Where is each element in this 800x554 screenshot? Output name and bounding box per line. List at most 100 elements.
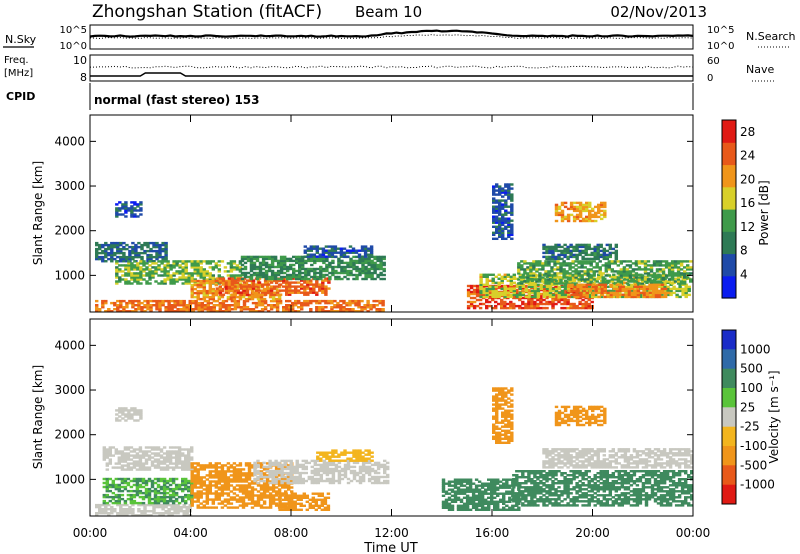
heat-cell [559,272,563,275]
heat-cell [211,287,216,291]
heat-cell [533,293,538,297]
heat-cell [367,255,371,259]
heat-cell [139,276,143,279]
heat-cell [129,489,134,493]
heat-cell [247,490,252,493]
heat-cell [187,276,191,279]
heat-cell [229,270,234,273]
heat-cell [184,278,188,281]
heat-cell [588,215,592,219]
heat-cell [591,283,595,287]
heat-cell [161,508,165,511]
heat-cell [349,269,353,273]
heat-cell [545,287,550,291]
heat-cell [333,304,337,307]
heat-cell [578,215,583,219]
heat-cell [521,288,525,292]
heat-cell [569,207,574,211]
heat-cell [275,291,280,294]
heat-cell [288,287,292,290]
heat-cell [144,483,149,487]
heat-cell [95,255,99,259]
heat-cell [587,298,591,302]
heat-cell [102,458,107,461]
heat-cell [588,219,592,223]
heat-cell [284,484,288,487]
heat-cell [343,275,347,279]
heat-cell [128,301,132,305]
heat-cell [135,501,140,505]
heat-cell [205,272,210,275]
heat-cell [102,493,107,497]
heat-cell [224,306,229,309]
heat-cell [239,310,244,313]
heat-cell [166,272,170,275]
heat-cell [330,306,334,309]
heat-cell [223,488,228,491]
heat-cell [307,271,311,275]
heat-cell [123,460,128,463]
heat-cell [95,251,99,255]
heat-cell [264,271,269,275]
heat-cell [163,268,167,271]
heat-cell [185,310,189,313]
heat-cell [494,295,498,299]
heat-cell [279,269,284,273]
heat-cell [547,272,551,275]
heat-cell [190,293,194,297]
heat-cell [262,500,267,503]
heat-cell [127,209,131,212]
heat-cell [152,241,156,245]
heat-cell [143,299,147,303]
heat-cell [557,245,561,249]
heat-cell [230,283,235,286]
heat-cell [669,289,673,293]
heat-cell [214,474,219,477]
heat-cell [190,490,194,493]
heat-cell [301,259,305,263]
heat-cell [253,494,258,497]
heat-cell [138,462,143,465]
heat-cell [637,278,642,281]
heat-cell [333,251,338,254]
heat-cell [321,253,326,256]
heat-cell [479,277,483,281]
heat-cell [281,502,285,505]
heat-cell [554,283,559,287]
heat-cell [256,496,261,499]
heat-cell [600,293,604,297]
heat-cell [554,298,558,302]
heat-cell [142,278,146,281]
heat-cell [190,448,194,451]
heat-cell [174,491,179,495]
heat-cell [128,257,132,261]
heat-cell [597,289,601,293]
heat-cell [196,504,200,507]
heat-cell [107,251,111,255]
heat-cell [643,276,648,279]
heat-cell [220,478,225,481]
heat-cell [603,287,608,291]
heat-cell [485,291,489,295]
heat-cell [119,310,123,313]
heat-cell [259,496,264,499]
heat-cell [244,283,249,287]
heat-cell [551,251,555,255]
heat-cell [229,295,234,299]
heat-cell [236,285,241,288]
heat-cell [610,280,615,283]
heat-cell [153,497,158,501]
heat-cell [179,304,183,307]
heat-cell [670,260,675,263]
heat-cell [255,267,260,271]
heat-cell [597,207,601,211]
heat-cell [571,260,575,263]
heat-cell [572,306,576,310]
heat-cell [126,452,131,455]
heat-cell [176,510,180,513]
heat-cell [358,261,362,265]
heat-cell [354,301,358,305]
heat-cell [236,299,241,303]
heat-cell [184,487,188,491]
heat-cell [105,493,110,497]
